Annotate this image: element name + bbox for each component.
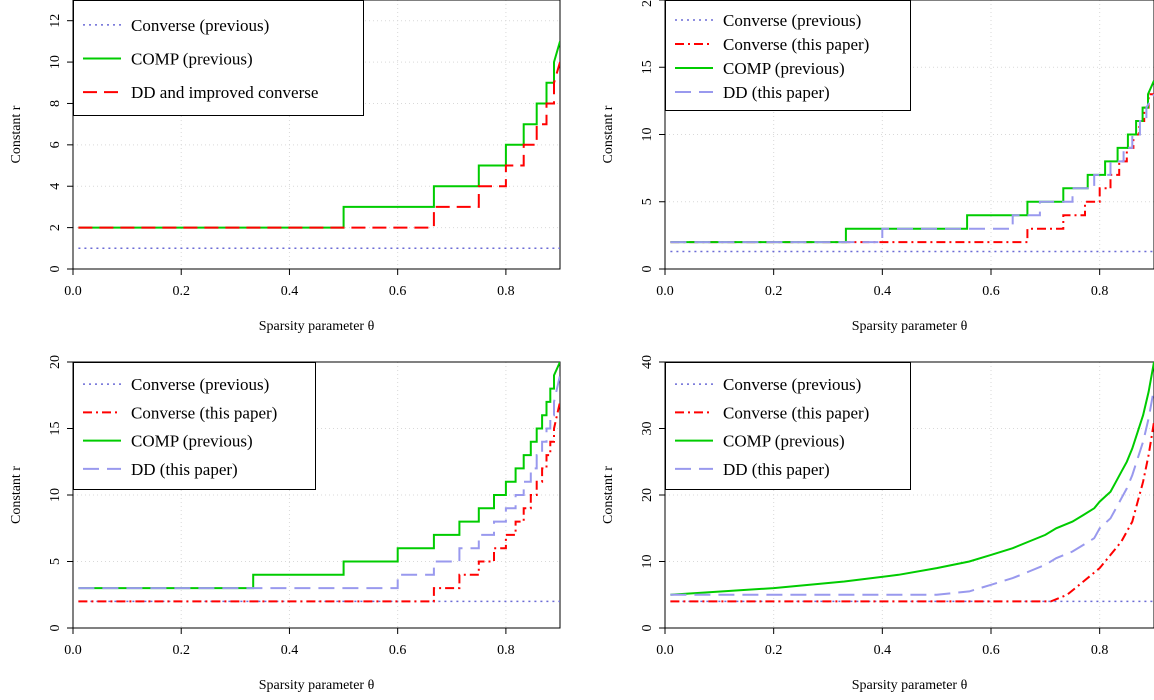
x-tick-label: 0.6 [389,643,407,658]
y-tick-label: 5 [640,198,655,205]
y-tick-label: 10 [640,128,655,142]
legend-label: DD (this paper) [723,460,830,479]
x-axis-label: Sparsity parameter θ [852,319,968,334]
y-axis-label: Constant r [601,466,616,524]
x-tick-label: 0.4 [874,643,892,658]
x-tick-label: 0.0 [64,643,82,658]
panel-top-right: 0.0 0.2 0.4 0.6 0.8 0 5 10 15 20 Sparsity paramete… [601,0,1154,334]
y-tick-label: 30 [640,422,655,436]
x-tick-label: 0.4 [874,284,892,299]
y-tick-label: 8 [48,100,63,107]
x-tick-label: 0.0 [656,643,674,658]
x-axis-label: Sparsity parameter θ [259,678,375,693]
x-tick-label: 0.8 [497,284,515,299]
legend-label: Converse (this paper) [723,35,869,54]
y-tick-label: 5 [48,558,63,565]
x-tick-label: 0.0 [64,284,82,299]
legend-box [73,0,364,116]
y-tick-label: 10 [48,55,63,69]
y-tick-label: 6 [48,141,63,148]
x-tick-label: 0.0 [656,284,674,299]
panel-top-left: 0.0 0.2 0.4 0.6 0.8 0 2 4 6 8 10 12 Sparsity paramet… [9,0,561,334]
x-tick-label: 0.4 [281,284,299,299]
panel-bottom-left: 0.0 0.2 0.4 0.6 0.8 0 5 10 15 20 Sparsity paramete… [9,355,561,693]
x-tick-label: 0.2 [765,643,783,658]
y-axis-label: Constant r [9,105,24,163]
legend-label: DD (this paper) [723,83,830,102]
legend-label: COMP (previous) [131,50,253,69]
x-tick-label: 0.8 [497,643,515,658]
y-tick-label: 0 [640,266,655,273]
y-tick-label: 20 [48,355,63,369]
x-axis-label: Sparsity parameter θ [259,319,375,334]
series-line-comp-previous [670,80,1154,244]
x-tick-label: 0.4 [281,643,299,658]
series-line-comp-previous [78,362,560,590]
y-tick-label: 15 [640,60,655,74]
series-line-dd-this-paper [670,388,1154,596]
y-tick-label: 12 [48,14,63,28]
legend-label: DD (this paper) [131,460,238,479]
series-line-comp-previous [670,362,1154,596]
legend-label: DD and improved converse [131,83,318,102]
y-tick-label: 0 [640,625,655,632]
y-tick-label: 0 [48,625,63,632]
legend-label: Converse (previous) [723,375,861,394]
panel-bottom-right: 0.0 0.2 0.4 0.6 0.8 0 10 20 30 40 Sparsity paramet… [601,355,1154,693]
y-axis-label: Constant r [9,466,24,524]
y-tick-label: 10 [48,488,63,502]
x-tick-label: 0.2 [172,284,190,299]
series-line-converse-this-paper [78,401,560,603]
series-line-dd-and-improved-converse [78,61,560,229]
y-tick-label: 15 [48,422,63,436]
y-tick-label: 0 [48,266,63,273]
x-tick-label: 0.2 [765,284,783,299]
legend-label: Converse (this paper) [131,403,277,422]
legend-label: Converse (this paper) [723,403,869,422]
y-tick-label: 20 [640,488,655,502]
x-tick-label: 0.8 [1091,284,1109,299]
y-tick-label: 10 [640,555,655,569]
legend-label: Converse (previous) [131,375,269,394]
legend-label: COMP (previous) [131,432,253,451]
series-line-dd-this-paper [670,93,1154,244]
x-axis-label: Sparsity parameter θ [852,678,968,693]
x-tick-label: 0.6 [389,284,407,299]
y-axis-label: Constant r [601,105,616,163]
series-line-converse-this-paper [670,93,1154,244]
y-tick-label: 4 [48,183,63,190]
legend-label: COMP (previous) [723,432,845,451]
x-tick-label: 0.6 [982,643,1000,658]
legend-label: Converse (previous) [131,16,269,35]
y-tick-label: 20 [640,0,655,7]
x-tick-label: 0.2 [172,643,190,658]
series-line-dd-this-paper [78,375,560,590]
y-tick-label: 40 [640,355,655,369]
series-line-comp-previous [78,41,560,229]
x-tick-label: 0.6 [982,284,1000,299]
y-tick-label: 2 [48,224,63,231]
plot-frame [72,0,561,270]
legend-label: Converse (previous) [723,11,861,30]
x-tick-label: 0.8 [1091,643,1109,658]
legend-label: COMP (previous) [723,59,845,78]
